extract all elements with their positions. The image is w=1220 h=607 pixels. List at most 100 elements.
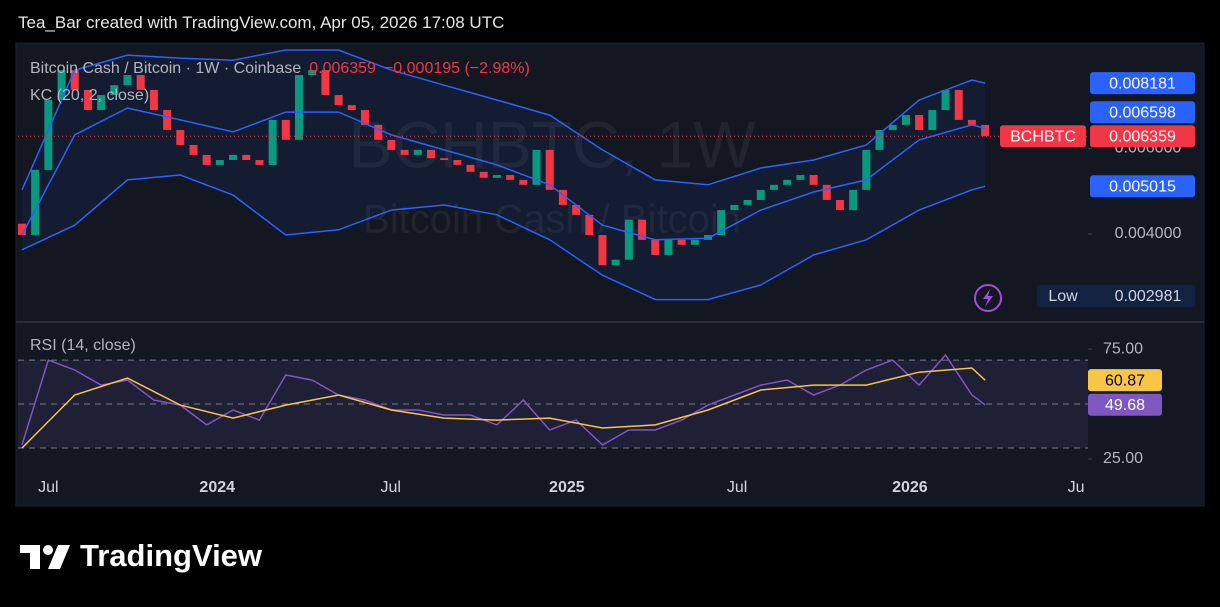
candle-body: [572, 204, 581, 215]
candle-body: [545, 149, 554, 190]
candle-body: [374, 124, 383, 140]
value-label-bg: [1090, 175, 1195, 198]
value-label-bg: [1090, 125, 1195, 148]
candle-body: [215, 160, 224, 165]
candle-body: [453, 160, 462, 165]
candle-body: [123, 75, 132, 86]
candle-body: [44, 100, 53, 170]
low-label-bg: [1037, 284, 1195, 307]
candle-body: [835, 199, 844, 211]
candle-body: [17, 223, 26, 236]
candle-body: [849, 189, 858, 211]
candle-body: [981, 124, 990, 137]
candle-body: [110, 85, 119, 96]
value-label-bg: [1090, 72, 1195, 95]
candle-body: [875, 129, 884, 150]
value-label-bg: [1090, 101, 1195, 124]
rsi-line: [21, 367, 986, 449]
candle-body: [308, 70, 317, 76]
candle-body: [83, 89, 92, 111]
candle-body: [677, 239, 686, 245]
candle-body: [400, 149, 409, 155]
kc-line: [21, 174, 986, 301]
candle-body: [532, 149, 541, 185]
candle-body: [928, 110, 937, 130]
candle-body: [70, 70, 79, 90]
last-price: 0.006359: [309, 60, 376, 77]
x-tick-label: 2026: [892, 479, 928, 496]
candle-body: [638, 219, 647, 240]
y-tick-label: 25.00: [1103, 450, 1143, 467]
value-label-bg: [1088, 393, 1162, 416]
symbol-title: Bitcoin Cash / Bitcoin · 1W · Coinbase: [30, 60, 302, 77]
candle-body: [783, 179, 792, 185]
y-tick-label: 0.004000: [1115, 225, 1182, 242]
value-label: 0.008181: [1109, 75, 1176, 92]
candle-body: [492, 175, 501, 178]
candle-body: [822, 184, 831, 200]
x-tick-label: Jul: [38, 479, 58, 496]
candle-body: [97, 95, 106, 111]
value-label: 0.005015: [1109, 178, 1176, 195]
candle-body: [743, 199, 752, 205]
candle-body: [664, 239, 673, 256]
candle-body: [347, 105, 356, 111]
candle-body: [690, 239, 699, 245]
symbol-label: BCHBTC: [1010, 128, 1076, 145]
candle-body: [941, 89, 950, 111]
candle-body: [334, 95, 343, 106]
logo: [20, 545, 70, 569]
candle-body: [901, 115, 910, 125]
candle-body: [466, 164, 475, 172]
candle-body: [651, 239, 660, 256]
symbol-label-bg: [1000, 125, 1086, 148]
credit: Tea_Bar created with TradingView.com, Ap…: [18, 13, 505, 32]
indicator-title: KC (20, 2, close): [30, 87, 150, 104]
candle-body: [862, 149, 871, 190]
candle-body: [136, 75, 145, 90]
watermark-sub: Bitcoin Cash / Bitcoin: [363, 198, 741, 242]
candle-body: [506, 175, 515, 180]
rsi-line: [21, 353, 986, 446]
candle-body: [796, 175, 805, 180]
candle-body: [242, 154, 251, 161]
candle-body: [624, 219, 633, 260]
kc-line: [21, 107, 986, 241]
candle-body: [202, 154, 211, 165]
low-label: Low: [1048, 288, 1078, 305]
value-label: 49.68: [1105, 397, 1145, 414]
legend-rsi: RSI (14, close): [30, 337, 144, 355]
x-tick-label: Jul: [380, 479, 400, 496]
candle-body: [163, 110, 172, 130]
candle-body: [888, 124, 897, 130]
candle-body: [769, 184, 778, 190]
candle-body: [31, 169, 40, 236]
alert-bolt: [983, 289, 993, 307]
candle-body: [756, 189, 765, 200]
alert-icon[interactable]: [974, 284, 1002, 312]
candle-body: [57, 70, 66, 101]
candle-body: [426, 149, 435, 159]
candle-body: [387, 139, 396, 150]
candle-body: [281, 119, 290, 140]
candle-body: [229, 154, 238, 161]
x-tick-label: Jul: [727, 479, 747, 496]
candle-body: [295, 75, 304, 140]
candle-body: [255, 160, 264, 165]
candle-body: [809, 175, 818, 185]
rsi-title: RSI (14, close): [30, 337, 136, 354]
value-label: 0.006359: [1109, 128, 1176, 145]
candle-body: [440, 158, 449, 161]
x-tick-label: Ju: [1068, 479, 1085, 496]
value-label-bg: [1088, 369, 1162, 392]
legend-title: Bitcoin Cash / Bitcoin · 1W · Coinbase 0.…: [30, 60, 538, 78]
price-change: −0.000195 (−2.98%): [383, 60, 530, 77]
candle-body: [730, 204, 739, 211]
candle-body: [611, 259, 620, 266]
candle-body: [321, 70, 330, 96]
value-label: 60.87: [1105, 372, 1145, 389]
candle-body: [189, 144, 198, 155]
candle-body: [479, 171, 488, 178]
